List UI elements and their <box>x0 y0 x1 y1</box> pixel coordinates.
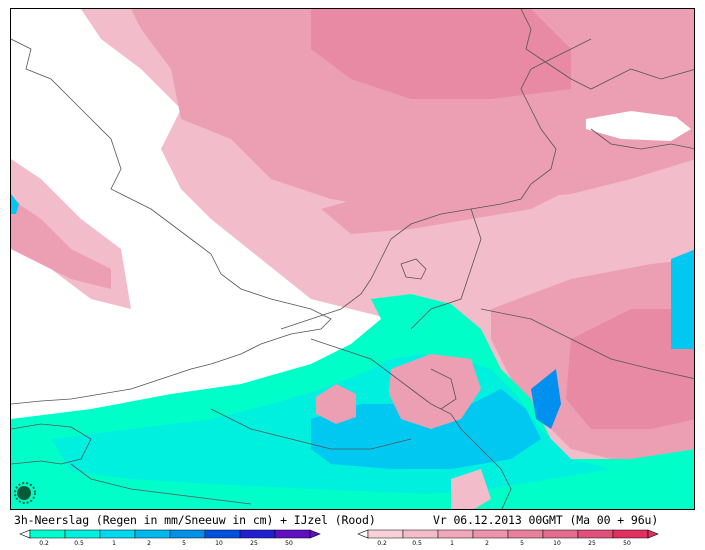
freezing-rain-field-netherlands <box>321 174 571 234</box>
freezing-rain-south <box>451 469 491 509</box>
rain-field-west-cyan <box>11 194 19 214</box>
freezing-rain-island-small <box>316 384 356 424</box>
legend-freezing-rain-swatch <box>402 529 439 539</box>
legend-rain-snow-tick-label: 50 <box>285 540 293 547</box>
border-fr-de <box>460 428 512 509</box>
legend-rain-snow-tick-label: 0.2 <box>39 540 49 547</box>
coastline-uk <box>11 38 332 405</box>
coastline-denmark <box>520 9 694 90</box>
legend-freezing-rain-tick-label: 0.5 <box>412 540 422 547</box>
freezing-rain-island-belgium <box>389 354 481 429</box>
legend-rain-snow-swatch <box>239 529 276 539</box>
legend-freezing-rain-swatch <box>507 529 544 539</box>
legend-freezing-rain-swatch <box>542 529 579 539</box>
legend-rain-snow-tick-label: 2 <box>147 540 151 547</box>
rain-field-blue-dark <box>531 369 561 429</box>
precipitation-map <box>10 8 695 510</box>
legend-rain-snow-arrow-right <box>309 529 321 539</box>
coastline-europe <box>280 38 592 330</box>
legend-rain-snow-tick-label: 25 <box>250 540 258 547</box>
legend-rain-snow-tick-label: 0.5 <box>74 540 84 547</box>
legend-rain-snow: 0.2 0.5 1 2 5 10 25 50 <box>19 529 330 547</box>
legend-rain-snow-arrow-left <box>19 529 31 539</box>
border-nl-de <box>410 208 482 330</box>
precipitation-fields <box>11 9 694 509</box>
legend-rain-snow-swatch <box>29 529 66 539</box>
no-precip-hole-northeast <box>586 111 691 141</box>
legend-freezing-rain-tick-label: 0.2 <box>377 540 387 547</box>
legend-freezing-rain-tick-label: 5 <box>520 540 524 547</box>
sun-logo-icon <box>14 482 36 504</box>
coastlines-borders <box>11 9 694 509</box>
border-south <box>70 463 252 505</box>
map-title: 3h-Neerslag (Regen in mm/Sneeuw in cm) +… <box>14 513 376 527</box>
legend-rain-snow-tick-label: 5 <box>182 540 186 547</box>
border-de-internal <box>480 308 694 379</box>
legend-freezing-rain-tick-label: 2 <box>485 540 489 547</box>
legend-rain-snow-tick-label: 10 <box>215 540 223 547</box>
legend-freezing-rain: 0.2 0.5 1 2 5 10 25 50 <box>357 529 678 547</box>
legend-rain-snow-tick-label: 1 <box>112 540 116 547</box>
freezing-rain-field-east-dark <box>566 309 694 429</box>
legend-rain-snow-swatch <box>204 529 241 539</box>
freezing-rain-field-west-mid <box>11 199 111 289</box>
legend-rain-snow-swatch <box>169 529 206 539</box>
legend-rain-snow-swatch <box>64 529 101 539</box>
border-fr-internal <box>210 408 412 450</box>
forecast-time: Vr 06.12.2013 00GMT (Ma 00 + 96u) <box>433 513 659 527</box>
legend-freezing-rain-arrow-right <box>647 529 659 539</box>
legend-rain-snow-swatch <box>134 529 171 539</box>
legend-freezing-rain-swatch <box>577 529 614 539</box>
border-lux <box>430 368 457 410</box>
legend-freezing-rain-swatch <box>472 529 509 539</box>
coastline-baltic <box>590 128 694 150</box>
rain-field-east-cyan <box>671 249 694 349</box>
legend-freezing-rain-swatch <box>367 529 404 539</box>
map-canvas <box>11 9 694 509</box>
legend-freezing-rain-swatch <box>437 529 474 539</box>
legend-freezing-rain-tick-label: 50 <box>623 540 631 547</box>
freezing-rain-field-dark <box>311 9 571 99</box>
legend-freezing-rain-tick-label: 25 <box>588 540 596 547</box>
legend-freezing-rain-tick-label: 10 <box>553 540 561 547</box>
lake-ijsselmeer <box>400 258 427 280</box>
coastline-brittany <box>11 423 92 465</box>
legend-freezing-rain-tick-label: 1 <box>450 540 454 547</box>
legend-rain-snow-swatch <box>274 529 311 539</box>
legend-freezing-rain-arrow-left <box>357 529 369 539</box>
border-be-fr <box>310 338 462 430</box>
legend-rain-snow-swatch <box>99 529 136 539</box>
legend-freezing-rain-swatch <box>612 529 649 539</box>
